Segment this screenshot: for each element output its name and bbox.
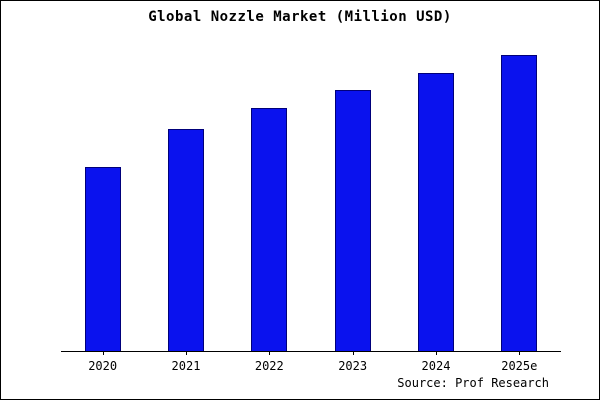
- x-tick-label: 2022: [254, 359, 284, 373]
- bar-slot: 2020: [61, 49, 144, 373]
- x-axis-tick: [352, 351, 354, 355]
- bar-slot: 2025e: [478, 49, 561, 373]
- x-axis-tick: [102, 351, 104, 355]
- x-tick-label: 2025e: [501, 359, 538, 373]
- source-text: Source: Prof Research: [397, 376, 549, 390]
- bars-row: 2020 2021 2022 2023 2024 2025e: [61, 49, 561, 373]
- x-tick-label: 2021: [171, 359, 201, 373]
- x-axis-tick: [269, 351, 271, 355]
- x-tick-label: 2024: [421, 359, 451, 373]
- x-axis-tick: [435, 351, 437, 355]
- bar-slot: 2022: [228, 49, 311, 373]
- bar-slot: 2024: [394, 49, 477, 373]
- x-axis-tick: [519, 351, 521, 355]
- bar-2020: [84, 167, 121, 351]
- chart-title: Global Nozzle Market (Million USD): [148, 9, 452, 25]
- x-tick-label: 2023: [338, 359, 368, 373]
- bar-slot: 2021: [144, 49, 227, 373]
- bar-2023: [334, 90, 371, 351]
- x-tick-label: 2020: [88, 359, 118, 373]
- plot-area: 2020 2021 2022 2023 2024 2025e: [61, 49, 561, 373]
- bar-2021: [167, 128, 204, 351]
- bar-2025e: [501, 54, 538, 351]
- bar-slot: 2023: [311, 49, 394, 373]
- x-axis-tick: [185, 351, 187, 355]
- bar-2024: [417, 72, 454, 351]
- bar-2022: [251, 108, 288, 351]
